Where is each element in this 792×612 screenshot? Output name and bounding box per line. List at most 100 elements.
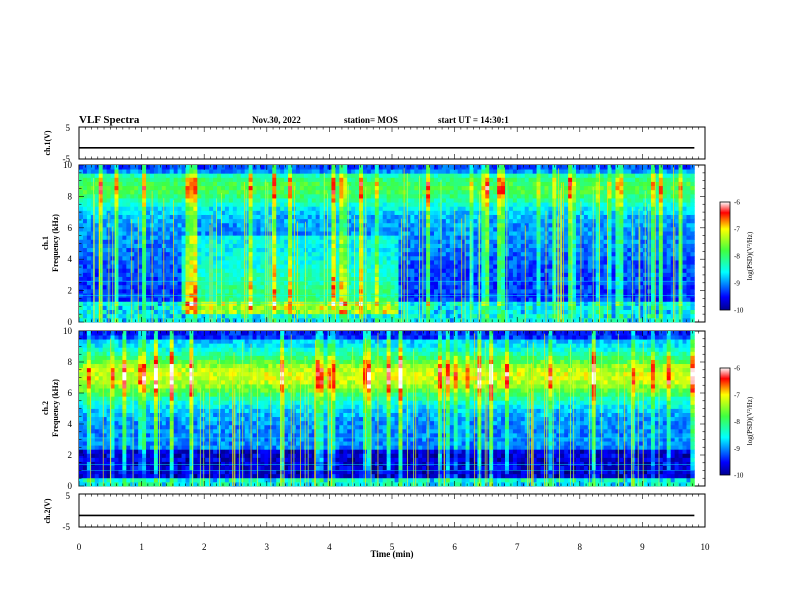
spectrogram-cell (213, 206, 218, 211)
spectrogram-cell (548, 268, 553, 273)
spectrogram-cell (536, 177, 541, 182)
spectrogram-cell (469, 309, 474, 315)
spectrogram-cell (343, 202, 348, 207)
spectrogram-cell (118, 177, 123, 182)
spectrogram-cell (299, 305, 305, 310)
spectrogram-cell (256, 218, 261, 224)
spectrogram-cell (181, 309, 186, 315)
spectrogram-cell (181, 189, 186, 195)
spectrogram-cell (528, 317, 534, 323)
spectrogram-cell (512, 185, 518, 191)
spectrogram-cell (138, 169, 143, 174)
spectrogram-cell (153, 309, 159, 315)
spectrogram-cell (98, 251, 104, 257)
spectrogram-cell (473, 218, 478, 224)
spectrogram-cell (252, 218, 257, 224)
spectrogram-cell (426, 268, 431, 273)
spectrogram-cell (86, 177, 92, 182)
spectrogram-cell (284, 202, 289, 207)
spectrogram-cell (157, 210, 163, 215)
spectrogram-cell (343, 222, 348, 228)
spectrogram-cell (532, 181, 537, 187)
spectrogram-cell (102, 272, 108, 277)
spectrogram-cell (217, 235, 222, 240)
spectrogram-cell (138, 247, 143, 253)
spectrogram-cell (288, 185, 293, 191)
spectrogram-cell (157, 231, 163, 236)
spectrogram-cell (228, 247, 234, 253)
spectrogram-cell (197, 276, 202, 282)
spectrogram-cell (90, 268, 96, 273)
spectrogram-cell (315, 222, 321, 228)
spectrogram-cell (441, 255, 447, 261)
spectrogram-cell (221, 177, 226, 182)
spectrogram-cell (386, 243, 392, 249)
spectrogram-cell (343, 210, 348, 215)
spectrogram-cell (426, 251, 431, 257)
spectrogram-cell (256, 243, 261, 249)
spectrogram-cell (169, 173, 175, 178)
spectrogram-cell (224, 210, 230, 215)
spectrogram-cell (248, 297, 253, 302)
spectrogram-cell (359, 317, 364, 323)
spectrogram-cell (430, 198, 435, 203)
spectrogram-cell (544, 272, 549, 277)
spectrogram-cell (485, 297, 490, 302)
spectrogram-cell (347, 272, 352, 277)
spectrogram-cell (118, 210, 123, 215)
spectrogram-cell (185, 173, 190, 178)
spectrogram-cell (572, 276, 577, 282)
spectrogram-cell (359, 231, 364, 236)
spectrogram-cell (276, 198, 281, 203)
spectrogram-cell (295, 181, 301, 187)
spectrogram-cell (544, 181, 549, 187)
spectrogram-cell (288, 165, 293, 170)
spectrogram-cell (232, 235, 238, 240)
spectrogram-cell (528, 264, 534, 269)
spectrogram-cell (248, 193, 253, 199)
spectrogram-cell (177, 222, 182, 228)
spectrogram-cell (402, 202, 407, 207)
spectrogram-cell (335, 206, 340, 211)
spectrogram-cell (138, 305, 143, 310)
spectrogram-cell (221, 193, 226, 199)
spectrogram-cell (315, 231, 321, 236)
spectrogram-cell (323, 276, 328, 282)
spectrogram-cell (359, 288, 364, 294)
spectrogram-cell (434, 226, 439, 232)
spectrogram-cell (445, 284, 451, 290)
spectrogram-cell (508, 202, 514, 207)
spectrogram-cell (339, 260, 344, 265)
spectrogram-cell (221, 206, 226, 211)
spectrogram-cell (359, 206, 364, 211)
spectrogram-cell (449, 169, 455, 174)
spectrogram-cell (256, 169, 261, 174)
spectrogram-cell (516, 251, 522, 257)
spectrogram-cell (165, 189, 171, 195)
spectrogram-cell (374, 284, 380, 290)
spectrogram-cell (319, 260, 324, 265)
spectrogram-cell (355, 165, 360, 170)
spectrogram-cell (422, 260, 427, 265)
spectrogram-cell (173, 198, 179, 203)
spectrogram-cell (142, 280, 147, 286)
spectrogram-cell (434, 280, 439, 286)
spectrogram-cell (280, 247, 285, 253)
spectrogram-cell (461, 198, 466, 203)
spectrogram-cell (457, 198, 463, 203)
spectrogram-cell (280, 309, 285, 315)
spectrogram-cell (157, 301, 163, 306)
spectrogram-cell (418, 276, 423, 282)
spectrogram-cell (82, 198, 88, 203)
spectrogram-cell (426, 181, 431, 187)
spectrogram-cell (410, 231, 415, 236)
spectrogram-cell (146, 268, 151, 273)
spectrogram-cell (295, 243, 301, 249)
spectrogram-cell (481, 288, 486, 294)
spectrogram-cell (288, 193, 293, 199)
spectrogram-cell (359, 264, 364, 269)
spectrogram-cell (295, 239, 301, 244)
spectrogram-cell (564, 222, 569, 228)
spectrogram-cell (331, 288, 336, 294)
spectrogram-cell (343, 305, 348, 310)
